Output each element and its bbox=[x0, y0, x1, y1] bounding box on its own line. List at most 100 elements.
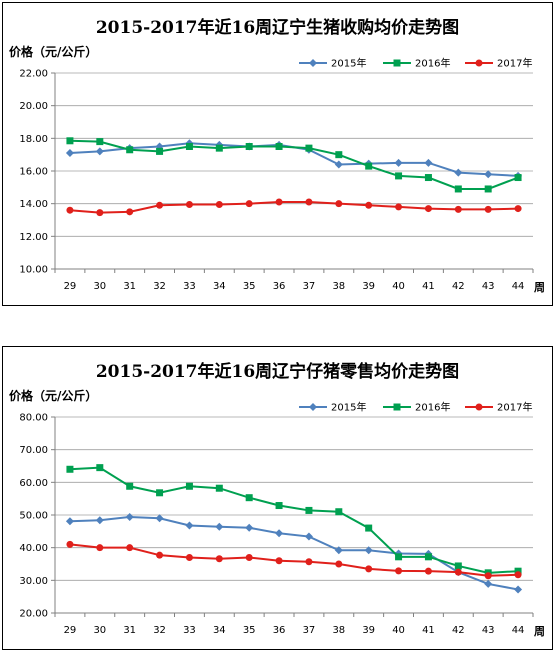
legend-marker bbox=[475, 403, 483, 411]
data-point bbox=[156, 551, 164, 559]
data-point bbox=[96, 138, 104, 146]
data-point bbox=[245, 143, 253, 150]
chart-title: 2015-2017年近16周辽宁仔猪零售均价走势图 bbox=[95, 362, 460, 382]
x-tick-label: 43 bbox=[482, 281, 495, 292]
legend-label: 2015年 bbox=[331, 401, 366, 414]
data-point bbox=[155, 514, 164, 523]
y-tick-label: 18.00 bbox=[19, 134, 48, 145]
data-point bbox=[275, 557, 283, 565]
data-point bbox=[305, 506, 313, 514]
data-point bbox=[395, 567, 403, 575]
x-tick-label: 38 bbox=[332, 625, 345, 636]
data-point bbox=[394, 158, 403, 167]
data-point bbox=[156, 201, 164, 209]
line-chart-live-pig: 10.00 12.00 14.00 16.00 18.00 20.00 22.00 29 30 3… bbox=[19, 57, 534, 292]
data-point bbox=[514, 205, 522, 213]
y-tick-label: 12.00 bbox=[19, 232, 48, 243]
data-point bbox=[96, 464, 104, 472]
chart-title: 2015-2017年近16周辽宁生猪收购均价走势图 bbox=[95, 18, 460, 38]
data-point bbox=[334, 160, 343, 169]
y-axis-label: 价格（元/公斤） bbox=[9, 45, 98, 59]
data-point bbox=[215, 555, 223, 563]
data-point bbox=[484, 205, 492, 213]
data-point bbox=[275, 529, 284, 538]
x-tick-label: 38 bbox=[332, 281, 345, 292]
legend-marker bbox=[393, 59, 401, 67]
data-point bbox=[185, 200, 193, 208]
data-point bbox=[66, 206, 74, 214]
data-point bbox=[126, 146, 134, 154]
data-point bbox=[245, 523, 254, 532]
x-tick-label: 33 bbox=[183, 625, 196, 636]
y-axis-label: 价格（元/公斤） bbox=[9, 389, 98, 403]
x-tick-label: 33 bbox=[183, 281, 196, 292]
y-tick-label: 50.00 bbox=[19, 511, 48, 522]
series-line-2017年 bbox=[69, 543, 519, 577]
x-tick-label: 37 bbox=[303, 281, 316, 292]
series-line-2016年 bbox=[69, 139, 519, 190]
data-point bbox=[514, 567, 522, 575]
data-point bbox=[215, 484, 223, 492]
series-line-2017年 bbox=[69, 201, 519, 214]
data-point bbox=[484, 170, 493, 179]
data-point bbox=[245, 494, 253, 502]
x-tick-label: 31 bbox=[123, 281, 136, 292]
data-point bbox=[215, 144, 223, 152]
data-point bbox=[514, 174, 522, 182]
data-point bbox=[454, 168, 463, 177]
x-tick-label: 39 bbox=[362, 281, 375, 292]
line-chart-piglet: 20.00 30.00 40.00 50.00 60.00 70.00 80.00 29 30 3… bbox=[19, 401, 534, 636]
data-point bbox=[156, 489, 164, 497]
data-point bbox=[275, 198, 283, 206]
y-tick-label: 22.00 bbox=[19, 69, 48, 80]
data-point bbox=[185, 521, 194, 530]
data-point bbox=[275, 502, 283, 510]
series-line-2016年 bbox=[69, 466, 519, 574]
data-point bbox=[395, 203, 403, 211]
data-point bbox=[245, 553, 253, 561]
x-tick-label: 41 bbox=[422, 625, 435, 636]
data-point bbox=[335, 560, 343, 568]
data-point bbox=[335, 151, 343, 159]
x-tick-label: 37 bbox=[303, 625, 316, 636]
data-point bbox=[96, 544, 104, 552]
data-point bbox=[454, 185, 462, 193]
data-point bbox=[126, 482, 134, 490]
chart-panel-live-pig: 2015-2017年近16周辽宁生猪收购均价走势图 价格（元/公斤） 周 10.… bbox=[2, 2, 553, 306]
y-tick-label: 80.00 bbox=[19, 413, 48, 424]
data-point bbox=[95, 147, 104, 156]
x-tick-label: 43 bbox=[482, 625, 495, 636]
data-point bbox=[304, 532, 313, 541]
legend-label: 2016年 bbox=[415, 401, 450, 414]
x-tick-label: 36 bbox=[273, 625, 286, 636]
data-point bbox=[454, 205, 462, 213]
y-tick-label: 20.00 bbox=[19, 609, 48, 620]
data-point bbox=[305, 198, 313, 206]
data-point bbox=[484, 579, 493, 588]
x-tick-label: 35 bbox=[243, 625, 256, 636]
data-point bbox=[96, 209, 104, 217]
x-tick-label: 42 bbox=[452, 281, 465, 292]
data-point bbox=[125, 512, 134, 521]
data-point bbox=[305, 558, 313, 566]
data-point bbox=[95, 516, 104, 525]
x-tick-label: 40 bbox=[392, 281, 405, 292]
x-tick-label: 30 bbox=[93, 281, 106, 292]
series-line-2015年 bbox=[69, 515, 519, 591]
data-point bbox=[156, 147, 164, 155]
x-tick-label: 44 bbox=[512, 281, 525, 292]
data-point bbox=[185, 143, 193, 150]
data-point bbox=[185, 482, 193, 490]
data-point bbox=[365, 201, 373, 209]
x-tick-label: 40 bbox=[392, 625, 405, 636]
data-point bbox=[65, 517, 74, 526]
y-tick-label: 40.00 bbox=[19, 543, 48, 554]
x-tick-label: 39 bbox=[362, 625, 375, 636]
data-point bbox=[424, 174, 432, 182]
data-point bbox=[334, 546, 343, 555]
data-point bbox=[454, 568, 462, 576]
data-point bbox=[365, 524, 373, 532]
data-point bbox=[66, 540, 74, 548]
x-axis-unit: 周 bbox=[534, 625, 545, 638]
data-point bbox=[424, 553, 432, 561]
